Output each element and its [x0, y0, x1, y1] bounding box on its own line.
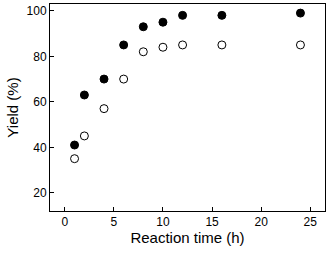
svg-text:60: 60 [33, 95, 47, 109]
svg-text:Yield (%): Yield (%) [4, 77, 21, 137]
svg-text:0: 0 [61, 215, 68, 229]
svg-text:80: 80 [33, 50, 47, 64]
svg-text:15: 15 [205, 215, 219, 229]
svg-text:Reaction time (h): Reaction time (h) [130, 229, 244, 246]
svg-text:5: 5 [110, 215, 117, 229]
svg-text:100: 100 [27, 4, 47, 18]
svg-text:10: 10 [156, 215, 170, 229]
svg-text:25: 25 [304, 215, 318, 229]
svg-text:20: 20 [254, 215, 268, 229]
svg-text:20: 20 [33, 186, 47, 200]
svg-text:40: 40 [33, 141, 47, 155]
